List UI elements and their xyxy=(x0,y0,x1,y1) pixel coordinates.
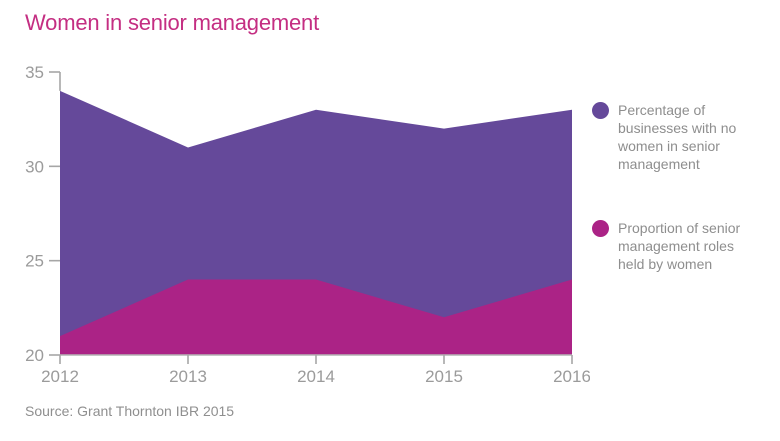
svg-text:2013: 2013 xyxy=(169,367,207,386)
svg-text:2012: 2012 xyxy=(41,367,79,386)
source-note: Source: Grant Thornton IBR 2015 xyxy=(25,403,235,419)
svg-text:2015: 2015 xyxy=(425,367,463,386)
legend-label-no-women: Percentage of businesses with no women i… xyxy=(618,102,737,172)
area-chart: 20 25 30 35 2012 2013 2014 2015 2016 xyxy=(25,63,590,386)
legend-label-women-roles: Proportion of senior management roles he… xyxy=(618,220,741,272)
svg-text:2014: 2014 xyxy=(297,367,335,386)
chart-title: Women in senior management xyxy=(25,10,319,35)
svg-text:20: 20 xyxy=(25,346,44,365)
svg-text:35: 35 xyxy=(25,63,44,82)
legend-item-women-roles: Proportion of senior management roles he… xyxy=(592,219,762,273)
chart-legend: Percentage of businesses with no women i… xyxy=(592,101,762,273)
svg-text:30: 30 xyxy=(25,157,44,176)
svg-text:2016: 2016 xyxy=(553,367,590,386)
legend-swatch-women-roles-icon xyxy=(592,220,609,237)
legend-item-no-women: Percentage of businesses with no women i… xyxy=(592,101,762,173)
svg-text:25: 25 xyxy=(25,252,44,271)
legend-swatch-no-women-icon xyxy=(592,102,609,119)
